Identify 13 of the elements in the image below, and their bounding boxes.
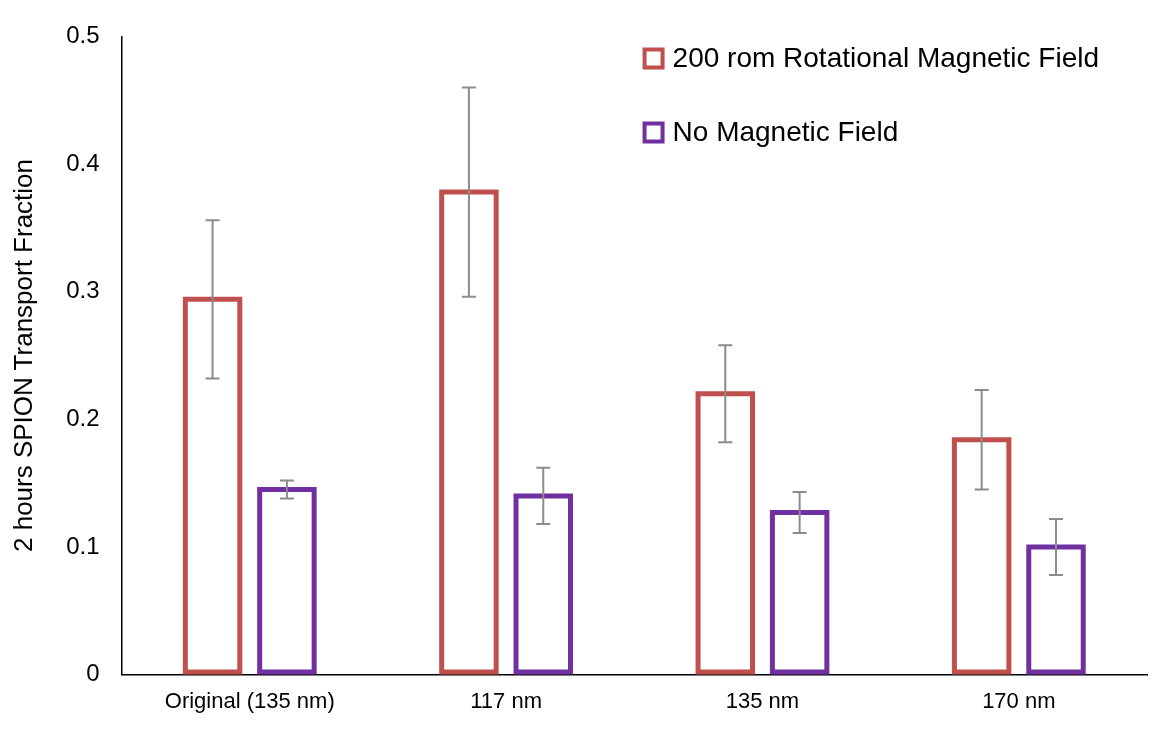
legend-label: No Magnetic Field (672, 116, 899, 148)
x-tick-label: 135 nm (725, 687, 800, 713)
y-tick-label: 0.4 (66, 148, 100, 176)
x-tick-label: 170 nm (982, 687, 1056, 713)
y-tick-label: 0 (86, 659, 100, 687)
y-tick-label: 0.5 (66, 21, 100, 49)
x-tick-label: 117 nm (470, 687, 542, 713)
y-tick-label: 0.2 (66, 403, 100, 431)
x-tick-label: Original (135 nm) (164, 687, 335, 713)
legend-label: 200 rom Rotational Magnetic Field (672, 42, 1100, 74)
y-axis-title: 2 hours SPION Transport Fraction (7, 158, 38, 553)
y-tick-label: 0.3 (66, 276, 100, 304)
y-tick-label: 0.1 (66, 531, 100, 559)
